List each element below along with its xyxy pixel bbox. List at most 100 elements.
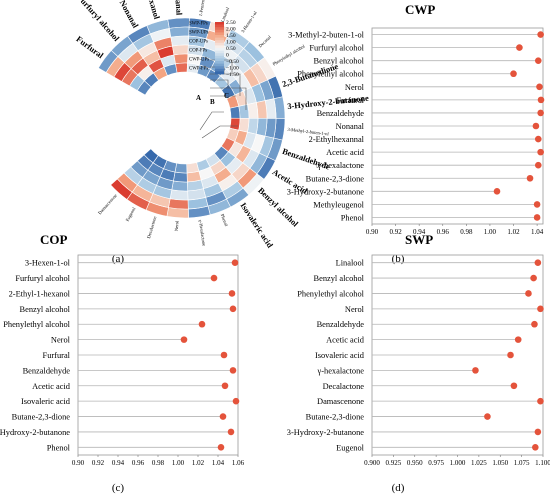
colorbar-tick-label: 0.50 bbox=[226, 46, 236, 52]
dendrogram-branch bbox=[199, 111, 224, 131]
heatmap-outer-label: Decalactone bbox=[146, 216, 157, 239]
x-tick-label: 0.900 bbox=[364, 459, 380, 467]
data-point bbox=[536, 83, 543, 91]
heatmap-outer-label: Furfural bbox=[74, 35, 105, 61]
x-tick-label: 1.02 bbox=[192, 459, 205, 467]
category-label: Benzyl alcohol bbox=[314, 57, 365, 66]
data-point bbox=[507, 351, 514, 359]
x-tick-label: 0.925 bbox=[386, 459, 402, 467]
x-tick-label: 1.04 bbox=[212, 459, 225, 467]
category-label: 3-Methyl-2-buten-1-ol bbox=[288, 31, 364, 40]
x-tick-label: 0.98 bbox=[152, 459, 165, 467]
heatmap-cell bbox=[143, 148, 159, 164]
heatmap-outer-label: 1-Penten-3-ol bbox=[198, 0, 207, 17]
colorbar-segment bbox=[215, 45, 224, 49]
panel-d-caption: (d) bbox=[392, 482, 405, 494]
category-label: Acetic acid bbox=[32, 382, 71, 391]
heatmap-ring-labels: SWP-FPs SWP-UPs COP-UPs COP-FPs CWP-UPs CWP-F… bbox=[189, 22, 209, 72]
heatmap-outer-label: 3-Hexen-1-ol bbox=[240, 10, 258, 34]
category-label: Phenol bbox=[341, 213, 365, 222]
data-point bbox=[532, 122, 540, 130]
category-label: 3-Hydroxy-2-butanone bbox=[287, 428, 364, 437]
colorbar-segment bbox=[215, 29, 224, 33]
x-tick-label: 0.94 bbox=[413, 228, 426, 236]
category-label: γ-hexalactone bbox=[317, 161, 365, 170]
heatmap-cell bbox=[171, 180, 188, 192]
panel-a-caption: (a) bbox=[112, 253, 125, 265]
heatmap-outer-label: 2-Ethylhexanal bbox=[171, 0, 183, 16]
x-tick-label: 1.04 bbox=[531, 228, 544, 236]
category-label: Nerol bbox=[345, 83, 365, 92]
heatmap-outer-label: γ-Hexalactone bbox=[198, 219, 207, 246]
panel-d-chart: SWP Linalool Benzyl alcohol Phenylethyl alc… bbox=[287, 232, 550, 467]
heatmap-ring-label: COP-UPs bbox=[189, 40, 208, 45]
colorbar-segment bbox=[215, 61, 224, 64]
dendrogram-branch bbox=[210, 79, 229, 88]
data-point bbox=[537, 305, 544, 313]
colorbar-tick-label: 1.00 bbox=[226, 40, 236, 46]
data-point bbox=[484, 413, 491, 420]
cluster-label: B bbox=[210, 98, 215, 106]
category-label: Furfuryl alcohol bbox=[15, 274, 70, 283]
category-label: 3-Hydroxy-2-butanone bbox=[287, 187, 364, 196]
colorbar-segment bbox=[215, 58, 224, 62]
data-point bbox=[537, 397, 544, 405]
x-tick-label: 1.00 bbox=[484, 228, 497, 236]
category-label: Butane-2,3-dione bbox=[306, 174, 365, 183]
x-tick-label: 1.100 bbox=[535, 459, 550, 467]
heatmap-outer-label: 3-Methyl-2-buten-1-ol bbox=[287, 127, 330, 137]
data-point bbox=[537, 148, 544, 156]
category-label: Isovaleric acid bbox=[315, 351, 365, 360]
data-point bbox=[229, 367, 237, 374]
panel-b-chart: CWP 3-Methyl-2-buten-1-ol Furfuryl alcohol… bbox=[287, 2, 545, 236]
data-point bbox=[537, 31, 544, 38]
cluster-label: A bbox=[196, 94, 201, 102]
panel-b-caption: (b) bbox=[392, 253, 405, 265]
data-point bbox=[219, 413, 227, 420]
category-label: Phenylethyl alcohol bbox=[3, 320, 70, 329]
colorbar-tick-label: −0.50 bbox=[226, 59, 239, 65]
colorbar-segment bbox=[215, 48, 224, 51]
category-label: Nerol bbox=[345, 305, 365, 314]
data-point bbox=[530, 274, 537, 282]
x-tick-label: 1.00 bbox=[172, 459, 185, 467]
category-label: Benzaldehyde bbox=[317, 320, 365, 329]
x-tick-label: 0.92 bbox=[389, 228, 402, 236]
category-label: Furfural bbox=[337, 96, 365, 105]
heatmap-ring-label: COP-FPs bbox=[189, 49, 207, 54]
x-tick-label: 1.000 bbox=[450, 459, 466, 467]
colorbar-segment bbox=[215, 37, 224, 41]
data-point bbox=[493, 188, 501, 195]
category-label: Eugenol bbox=[336, 443, 365, 452]
heatmap-cell bbox=[170, 35, 190, 47]
data-point bbox=[537, 96, 545, 104]
colorbar-segment bbox=[215, 55, 224, 59]
chart-title: CWP bbox=[405, 2, 435, 17]
heatmap-outer-label: Isovaleric acid bbox=[238, 201, 274, 250]
category-label: Benzaldehyde bbox=[23, 366, 71, 375]
category-label: Furfural bbox=[43, 351, 71, 360]
data-point bbox=[229, 305, 237, 313]
data-point bbox=[227, 428, 235, 436]
heatmap-ring-label: CWP-UPs bbox=[189, 58, 209, 63]
heatmap-ring-label: SWP-FPs bbox=[189, 22, 208, 27]
category-label: Benzyl alcohol bbox=[20, 305, 71, 314]
x-tick-label: 0.950 bbox=[407, 459, 423, 467]
colorbar-segment bbox=[215, 53, 224, 57]
chart-title: SWP bbox=[405, 232, 433, 247]
data-point bbox=[180, 336, 188, 343]
colorbar-tick-label: −1.00 bbox=[226, 66, 239, 72]
heatmap-cell bbox=[186, 162, 200, 174]
x-tick-label: 1.02 bbox=[507, 228, 520, 236]
category-label: Decalactone bbox=[323, 382, 365, 391]
data-point bbox=[534, 428, 542, 436]
x-tick-label: 1.06 bbox=[232, 459, 245, 467]
heatmap-cell bbox=[173, 53, 189, 65]
heatmap-cell bbox=[174, 162, 188, 174]
colorbar: 2.502.001.501.000.500−0.50−1.00−1.50 bbox=[215, 20, 239, 78]
colorbar-segment bbox=[215, 63, 224, 67]
data-point bbox=[534, 161, 542, 169]
data-point bbox=[533, 214, 541, 221]
heatmap-outer-label: Damascenone bbox=[97, 193, 118, 216]
panel-c-caption: (c) bbox=[112, 482, 125, 494]
